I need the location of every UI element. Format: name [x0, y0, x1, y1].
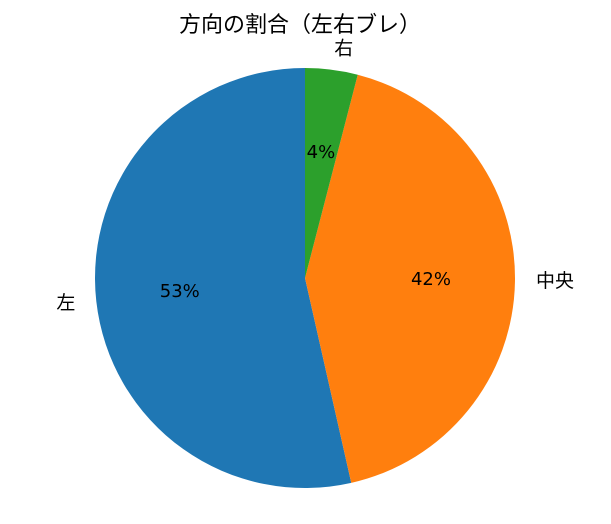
pie-slice — [305, 74, 516, 483]
slice-percent: 4% — [307, 142, 336, 163]
pie-slice — [95, 68, 352, 488]
chart-title: 方向の割合（左右ブレ） — [179, 13, 421, 38]
pie-slice — [305, 68, 358, 278]
slice-label: 右 — [334, 37, 353, 59]
slice-label: 中央 — [536, 270, 574, 292]
slice-percent: 53% — [160, 281, 200, 302]
slice-label: 左 — [56, 292, 75, 314]
slice-percent: 42% — [411, 269, 451, 290]
